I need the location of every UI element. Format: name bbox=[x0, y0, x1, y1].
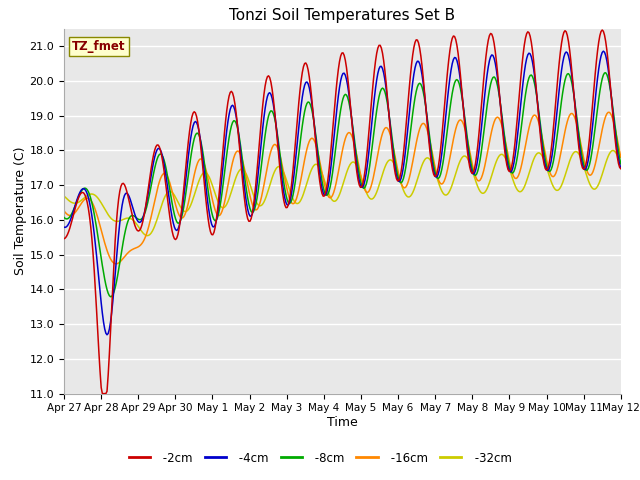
Text: TZ_fmet: TZ_fmet bbox=[72, 40, 126, 53]
X-axis label: Time: Time bbox=[327, 416, 358, 429]
Legend:  -2cm,  -4cm,  -8cm,  -16cm,  -32cm: -2cm, -4cm, -8cm, -16cm, -32cm bbox=[124, 447, 516, 469]
Y-axis label: Soil Temperature (C): Soil Temperature (C) bbox=[13, 147, 27, 276]
Title: Tonzi Soil Temperatures Set B: Tonzi Soil Temperatures Set B bbox=[229, 9, 456, 24]
